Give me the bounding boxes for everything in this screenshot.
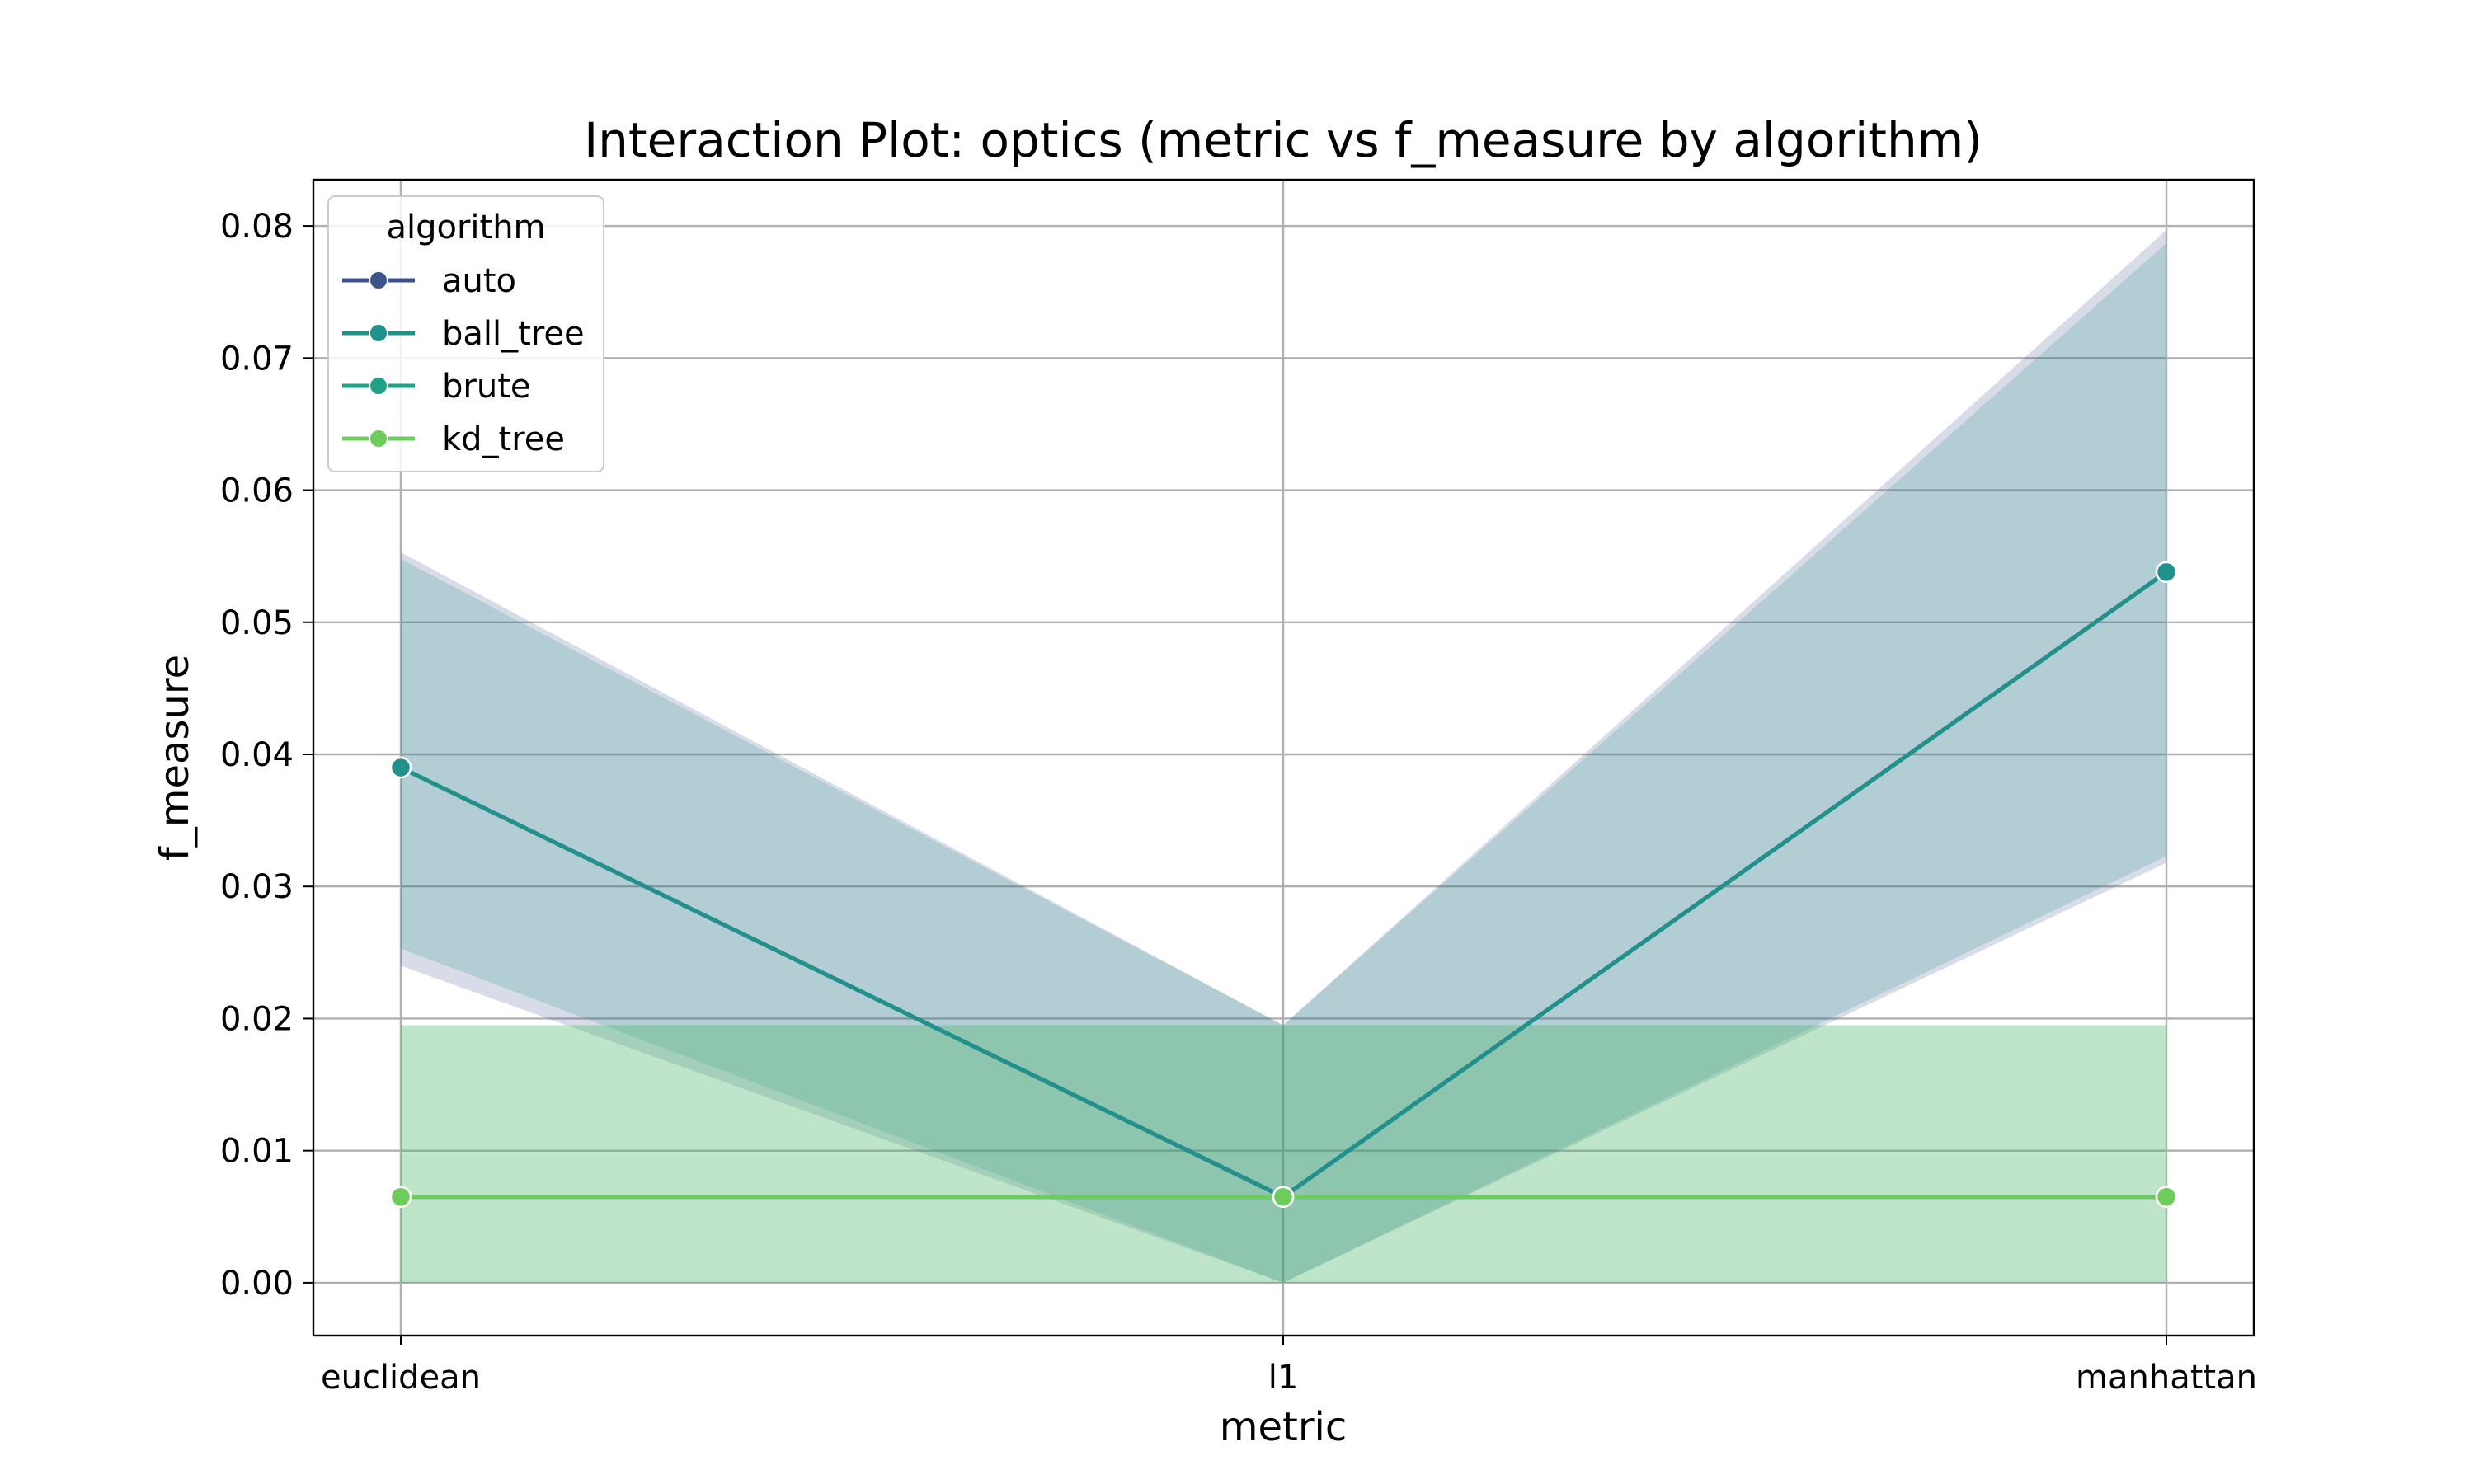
y-axis-ticks: 0.00 0.01 0.02 0.03 0.04 0.05 0.06 0.07 0.08 [220, 208, 313, 1303]
y-tick-label: 0.03 [220, 868, 294, 906]
legend-marker-auto [369, 270, 388, 290]
data-point-kd-tree [389, 1186, 412, 1209]
legend-label-auto: auto [442, 262, 516, 300]
y-tick-label: 0.07 [220, 340, 294, 378]
legend-marker-kd-tree [369, 429, 388, 448]
y-tick-label: 0.08 [220, 208, 294, 246]
data-point-ball-tree [2155, 561, 2178, 584]
x-axis-label: metric [1220, 1404, 1348, 1450]
x-tick-label: euclidean [321, 1359, 481, 1397]
legend-box [327, 195, 604, 472]
data-point-kd-tree [1272, 1186, 1295, 1209]
y-tick-label: 0.05 [220, 604, 294, 642]
ci-band-kd-tree [401, 1025, 2166, 1283]
legend-title: algorithm [386, 209, 545, 247]
x-tick-label: l1 [1268, 1359, 1299, 1397]
legend-marker-brute [369, 376, 388, 396]
legend-label-ball-tree: ball_tree [442, 315, 585, 353]
x-axis-ticks: euclidean l1 manhattan [321, 1336, 2257, 1397]
chart-title: Interaction Plot: optics (metric vs f_me… [584, 112, 1982, 168]
y-tick-label: 0.04 [220, 736, 294, 774]
y-axis-label: f_measure [152, 655, 198, 861]
ci-band-ball-tree [401, 242, 2166, 1283]
ci-band-brute [401, 1025, 2166, 1283]
data-point-kd-tree [2155, 1186, 2178, 1209]
series-points [389, 561, 2178, 1209]
confidence-bands [401, 229, 2166, 1283]
y-tick-label: 0.01 [220, 1133, 294, 1171]
legend-label-brute: brute [442, 368, 530, 406]
y-tick-label: 0.06 [220, 472, 294, 510]
data-point-ball-tree [389, 756, 412, 779]
ci-band-auto [401, 229, 2166, 1283]
legend-label-kd-tree: kd_tree [442, 420, 565, 458]
y-tick-label: 0.00 [220, 1265, 294, 1303]
y-tick-label: 0.02 [220, 1000, 294, 1038]
legend-marker-ball-tree [369, 323, 388, 343]
x-tick-label: manhattan [2076, 1359, 2257, 1397]
